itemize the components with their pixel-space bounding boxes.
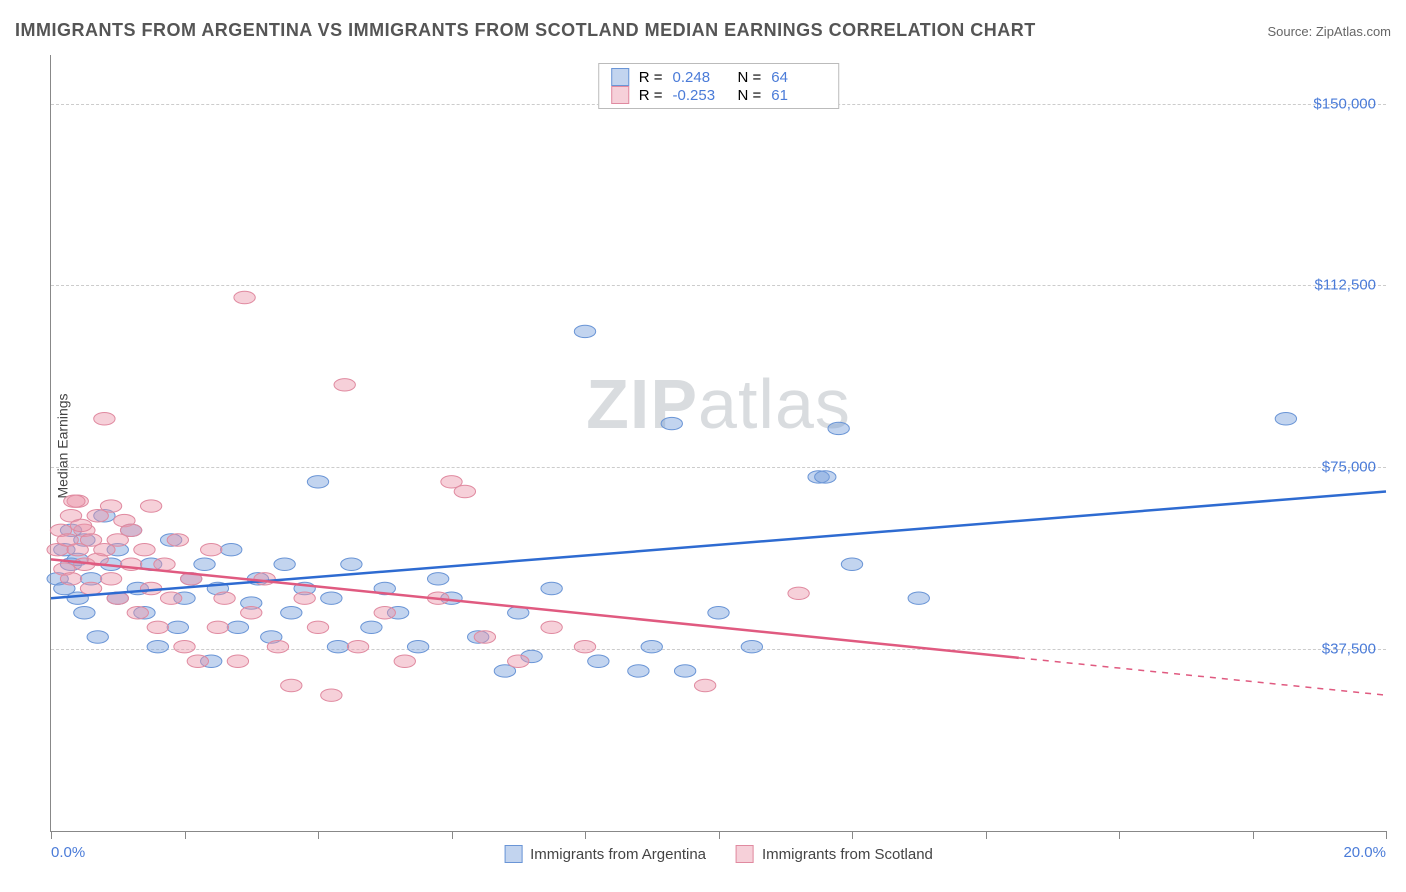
- data-point-scotland: [160, 592, 181, 604]
- chart-title: IMMIGRANTS FROM ARGENTINA VS IMMIGRANTS …: [15, 20, 1036, 41]
- data-point-argentina: [815, 471, 836, 483]
- data-point-scotland: [207, 621, 228, 633]
- data-point-scotland: [227, 655, 248, 667]
- data-point-scotland: [394, 655, 415, 667]
- data-point-scotland: [94, 413, 115, 425]
- x-tick: [585, 831, 586, 839]
- data-point-scotland: [334, 379, 355, 391]
- data-point-argentina: [147, 640, 168, 652]
- legend-label-argentina: Immigrants from Argentina: [530, 846, 706, 863]
- data-point-argentina: [281, 607, 302, 619]
- x-tick: [51, 831, 52, 839]
- data-point-scotland: [254, 573, 275, 585]
- data-point-argentina: [1275, 413, 1296, 425]
- swatch-argentina: [504, 845, 522, 863]
- data-point-scotland: [80, 582, 101, 594]
- data-point-argentina: [167, 621, 188, 633]
- data-point-scotland: [187, 655, 208, 667]
- data-point-argentina: [274, 558, 295, 570]
- data-point-argentina: [321, 592, 342, 604]
- data-point-scotland: [541, 621, 562, 633]
- data-point-argentina: [407, 640, 428, 652]
- x-tick: [1386, 831, 1387, 839]
- data-point-argentina: [341, 558, 362, 570]
- x-tick: [852, 831, 853, 839]
- data-point-argentina: [87, 631, 108, 643]
- x-tick: [1253, 831, 1254, 839]
- data-point-scotland: [267, 640, 288, 652]
- legend-item-argentina: Immigrants from Argentina: [504, 845, 706, 863]
- data-point-scotland: [374, 607, 395, 619]
- data-point-scotland: [454, 485, 475, 497]
- data-point-argentina: [194, 558, 215, 570]
- legend-label-scotland: Immigrants from Scotland: [762, 846, 933, 863]
- data-point-scotland: [214, 592, 235, 604]
- bottom-legend: Immigrants from Argentina Immigrants fro…: [504, 845, 933, 863]
- data-point-scotland: [508, 655, 529, 667]
- data-point-scotland: [100, 500, 121, 512]
- data-point-argentina: [828, 422, 849, 434]
- data-point-argentina: [427, 573, 448, 585]
- data-point-argentina: [908, 592, 929, 604]
- data-point-scotland: [134, 543, 155, 555]
- data-point-scotland: [474, 631, 495, 643]
- data-point-scotland: [174, 640, 195, 652]
- data-point-argentina: [641, 640, 662, 652]
- data-point-scotland: [120, 524, 141, 536]
- trend-line-scotland: [51, 559, 1019, 657]
- data-point-argentina: [841, 558, 862, 570]
- trend-line-argentina: [51, 492, 1386, 599]
- data-point-scotland: [167, 534, 188, 546]
- data-point-scotland: [307, 621, 328, 633]
- data-point-argentina: [574, 325, 595, 337]
- data-point-argentina: [628, 665, 649, 677]
- data-point-argentina: [227, 621, 248, 633]
- data-point-argentina: [74, 607, 95, 619]
- data-point-scotland: [347, 640, 368, 652]
- data-point-scotland: [127, 607, 148, 619]
- data-point-argentina: [361, 621, 382, 633]
- trend-line-dashed-scotland: [1019, 658, 1386, 695]
- data-point-argentina: [327, 640, 348, 652]
- data-point-scotland: [788, 587, 809, 599]
- data-point-argentina: [741, 640, 762, 652]
- data-point-scotland: [147, 621, 168, 633]
- x-tick: [719, 831, 720, 839]
- data-point-argentina: [541, 582, 562, 594]
- data-point-argentina: [661, 417, 682, 429]
- data-point-argentina: [221, 543, 242, 555]
- data-point-scotland: [281, 679, 302, 691]
- x-axis-label-right: 20.0%: [1343, 844, 1386, 861]
- data-point-argentina: [674, 665, 695, 677]
- data-point-scotland: [100, 573, 121, 585]
- swatch-scotland: [736, 845, 754, 863]
- data-point-scotland: [694, 679, 715, 691]
- x-tick: [452, 831, 453, 839]
- plot-svg: [51, 55, 1386, 831]
- data-point-scotland: [574, 640, 595, 652]
- data-point-argentina: [708, 607, 729, 619]
- data-point-scotland: [321, 689, 342, 701]
- data-point-scotland: [70, 519, 91, 531]
- data-point-scotland: [64, 495, 85, 507]
- data-point-scotland: [154, 558, 175, 570]
- x-tick: [185, 831, 186, 839]
- x-tick: [318, 831, 319, 839]
- data-point-scotland: [294, 592, 315, 604]
- source-label: Source: ZipAtlas.com: [1267, 24, 1391, 39]
- x-tick: [986, 831, 987, 839]
- x-tick: [1119, 831, 1120, 839]
- data-point-argentina: [307, 476, 328, 488]
- x-axis-label-left: 0.0%: [51, 844, 85, 861]
- plot-area: ZIPatlas $37,500$75,000$112,500$150,000 …: [50, 55, 1386, 832]
- data-point-scotland: [234, 291, 255, 303]
- data-point-scotland: [201, 543, 222, 555]
- legend-item-scotland: Immigrants from Scotland: [736, 845, 933, 863]
- data-point-scotland: [241, 607, 262, 619]
- data-point-scotland: [60, 573, 81, 585]
- data-point-scotland: [140, 500, 161, 512]
- data-point-argentina: [588, 655, 609, 667]
